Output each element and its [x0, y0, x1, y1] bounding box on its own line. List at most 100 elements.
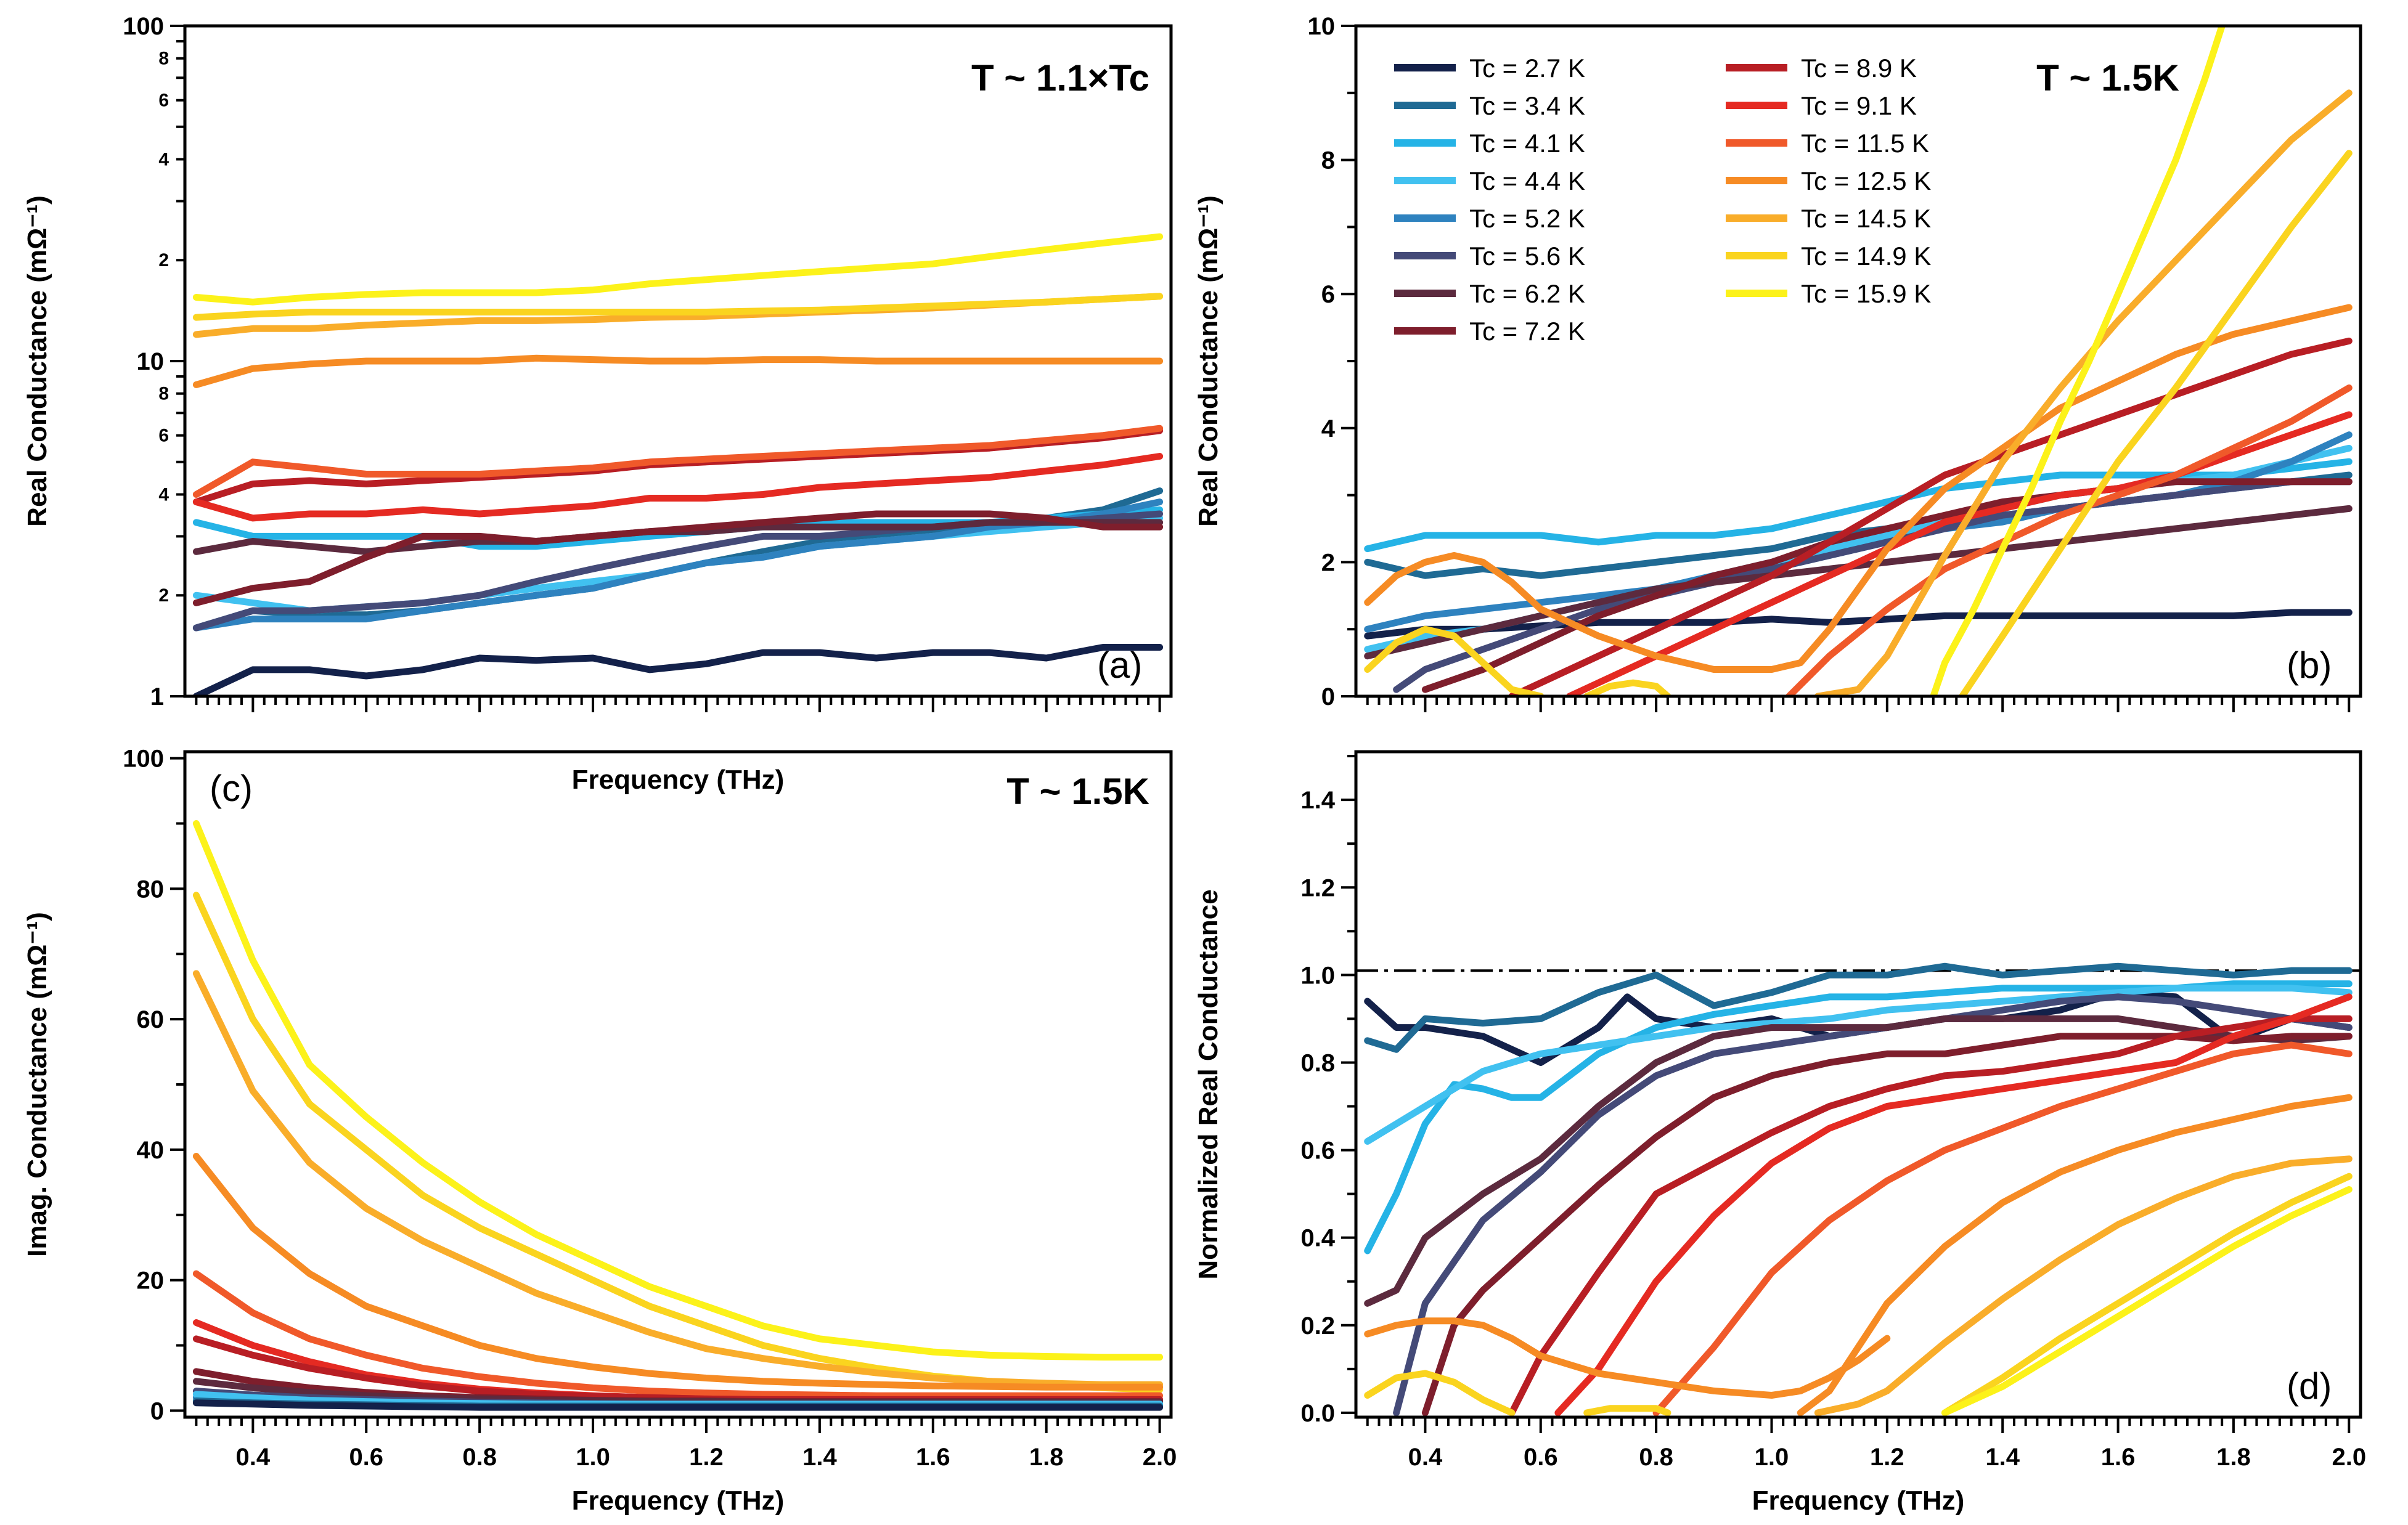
panel-c: 0.4 0.6 0.8 1.0 1.2 1.4 1.6 1.8 2.0 Frequency (TH…	[22, 746, 1177, 1516]
y-axis-title: Real Conductance (mΩ⁻¹)	[1193, 195, 1223, 527]
series-line-d-16	[1941, 1186, 2353, 1417]
series-line-d-12	[1814, 1155, 2353, 1417]
x-tick-label: 0.6	[349, 1444, 383, 1471]
x-ticks	[1366, 1417, 2351, 1433]
series-line-c-13	[192, 1399, 1164, 1411]
panel-label: (a)	[1097, 645, 1142, 686]
y-tick-label: 2	[158, 250, 169, 270]
x-tick-label: 2.0	[1143, 1444, 1177, 1471]
series-line-d-15	[1941, 1173, 2353, 1417]
y-tick-label: 6	[1321, 281, 1335, 308]
y-tick-label: 60	[137, 1006, 165, 1033]
series-line-d-6	[1421, 1033, 2353, 1417]
y-ticks	[170, 757, 185, 1412]
y-tick-label: 80	[137, 876, 165, 903]
x-tick-label: 2.0	[2332, 1444, 2366, 1471]
legend-label: Tc = 7.2 K	[1469, 317, 1585, 346]
y-tick-label: 0.0	[1300, 1400, 1335, 1427]
panel-label: (b)	[2287, 645, 2332, 686]
series-line-b-13	[1364, 625, 1545, 696]
legend-label: Tc = 3.4 K	[1469, 91, 1585, 120]
series-line-a-0	[192, 644, 1164, 696]
series-line-b-10	[1786, 384, 2353, 696]
x-tick-label: 1.6	[916, 1444, 950, 1471]
series-line-d-14	[1583, 1405, 1671, 1417]
x-tick-label: 1.0	[1755, 1444, 1789, 1471]
series-line-a-10	[192, 425, 1164, 498]
y-tick-label: 8	[1321, 147, 1335, 174]
y-tick-label: 0	[1321, 683, 1335, 710]
series-line-b-14	[1583, 679, 1671, 696]
y-tick-label: 8	[158, 49, 169, 69]
plot-frame	[1354, 24, 2362, 698]
legend-label: Tc = 11.5 K	[1801, 129, 1929, 158]
y-tick-label: 4	[158, 484, 169, 505]
series-line-b-15	[1959, 150, 2353, 696]
y-tick-label: 0.2	[1300, 1312, 1335, 1340]
series-line-d-11	[1364, 1317, 1891, 1399]
series-line-a-11	[192, 354, 1164, 388]
legend-label: Tc = 2.7 K	[1469, 54, 1585, 83]
y-tick-label: 6	[158, 91, 169, 111]
legend-label: Tc = 9.1 K	[1801, 91, 1917, 120]
y-axis-title: Normalized Real Conductance	[1193, 889, 1223, 1279]
series-line-d-1	[1364, 962, 2353, 1053]
condition-annotation: T ~ 1.5K	[1006, 771, 1149, 812]
legend-label: Tc = 14.5 K	[1801, 204, 1931, 233]
series-line-a-14	[192, 233, 1164, 306]
y-tick-label: 4	[158, 149, 169, 169]
series-line-a-9	[192, 453, 1164, 522]
x-axis-title: Frequency (THz)	[572, 1486, 785, 1516]
panel-label: (c)	[210, 768, 253, 809]
x-tick-label: 1.0	[576, 1444, 610, 1471]
y-tick-label: 40	[137, 1137, 165, 1164]
y-tick-label: 10	[137, 348, 165, 375]
condition-annotation: T ~ 1.5K	[2036, 57, 2179, 99]
y-tick-label: 2	[158, 585, 169, 606]
x-tick-label: 1.6	[2101, 1444, 2136, 1471]
x-tick-label: 0.8	[1639, 1444, 1673, 1471]
y-ticks	[170, 25, 185, 697]
legend-label: Tc = 5.6 K	[1469, 242, 1585, 270]
x-tick-label: 1.4	[802, 1444, 837, 1471]
legend-label: Tc = 14.9 K	[1801, 242, 1931, 270]
panel-d: 0.4 0.6 0.8 1.0 1.2 1.4 1.6 1.8 2.0 Frequency (TH…	[1193, 750, 2366, 1516]
y-tick-label: 100	[123, 746, 164, 773]
y-axis-title: Imag. Conductance (mΩ⁻¹)	[22, 912, 52, 1257]
series-line-c-0	[192, 820, 1164, 1361]
series-line-d-10	[1797, 1094, 2353, 1417]
y-tick-label: 0	[150, 1397, 164, 1425]
series-line-c-4	[192, 1270, 1164, 1399]
y-tick-label: 8	[158, 384, 169, 404]
legend-label: Tc = 12.5 K	[1801, 166, 1931, 195]
legend: Tc = 2.7 K Tc = 3.4 K Tc = 4.1 K Tc = 4.4 K…	[1394, 54, 1931, 346]
y-ticks	[1341, 755, 1356, 1414]
condition-annotation: T ~ 1.1×Tc	[971, 57, 1149, 99]
series-line-d-4	[1393, 993, 2353, 1417]
series-line-d-7	[1508, 1015, 2353, 1417]
legend-label: Tc = 8.9 K	[1801, 54, 1917, 83]
series-line-d-13	[1364, 1370, 1516, 1417]
legend-label: Tc = 4.1 K	[1469, 129, 1585, 158]
x-tick-label: 0.4	[236, 1444, 271, 1471]
panel-a: Frequency (THz) 1 2 4 6 8 10 2 4 6 8 100 Real Conduc…	[22, 13, 1173, 795]
x-axis-title: Frequency (THz)	[572, 765, 785, 795]
panel-label: (d)	[2287, 1365, 2332, 1407]
x-tick-label: 1.2	[1870, 1444, 1904, 1471]
series-line-a-4	[192, 498, 1164, 632]
series-line-d-3	[1364, 985, 2353, 1145]
y-tick-label: 2	[1321, 549, 1335, 576]
legend-label: Tc = 4.4 K	[1469, 166, 1585, 195]
series-line-c-3	[192, 1153, 1164, 1391]
panel-b: 0 2 4 6 8 10 Real Conductance (mΩ⁻¹) (b) T ~ 1.5…	[1193, 13, 2362, 712]
series-line-b-11	[1364, 304, 2353, 673]
y-tick-label: 1.2	[1300, 874, 1335, 901]
y-ticks	[1341, 25, 1356, 697]
x-ticks	[195, 696, 1161, 712]
y-tick-label: 6	[158, 426, 169, 446]
legend-label: Tc = 5.2 K	[1469, 204, 1585, 233]
series-line-d-5	[1364, 1015, 2353, 1307]
y-tick-label: 0.8	[1300, 1049, 1335, 1076]
series-line-b-0	[1364, 609, 2353, 640]
y-tick-label: 1	[150, 683, 164, 710]
